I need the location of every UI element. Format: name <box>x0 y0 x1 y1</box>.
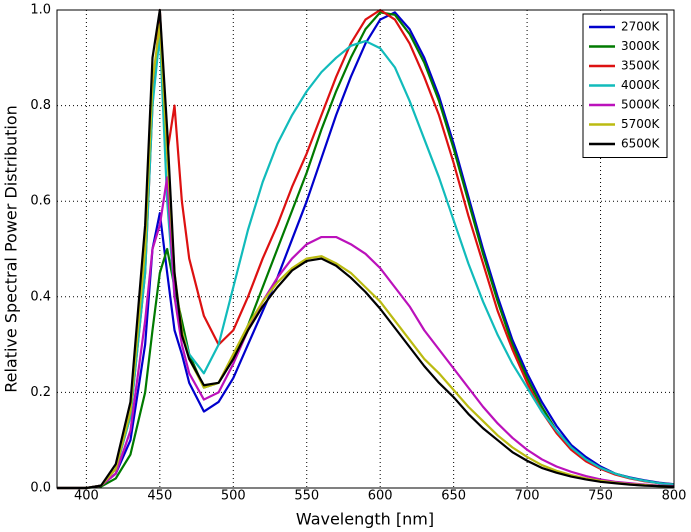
x-tick-label: 700 <box>515 489 540 504</box>
data-line <box>57 23 675 490</box>
data-line <box>57 8 675 490</box>
data-line <box>57 32 675 490</box>
legend-label: 4000K <box>621 78 661 92</box>
data-line <box>57 8 675 490</box>
y-tick-label: 0.8 <box>30 98 51 113</box>
data-line <box>57 11 675 490</box>
x-tick-label: 650 <box>441 489 466 504</box>
y-tick-label: 0.2 <box>30 385 51 400</box>
legend-label: 5000K <box>621 98 661 112</box>
x-tick-label: 400 <box>74 489 99 504</box>
x-tick-label: 750 <box>588 489 613 504</box>
x-tick-label: 450 <box>147 489 172 504</box>
x-axis-label: Wavelength [nm] <box>296 510 434 529</box>
y-tick-label: 1.0 <box>30 3 51 18</box>
x-tick-label: 600 <box>368 489 393 504</box>
data-line <box>57 176 675 490</box>
x-tick-label: 500 <box>221 489 246 504</box>
legend-label: 3000K <box>621 39 661 53</box>
legend-label: 3500K <box>621 59 661 73</box>
legend-label: 2700K <box>621 20 661 34</box>
x-tick-label: 550 <box>294 489 319 504</box>
y-tick-label: 0.0 <box>30 481 51 496</box>
data-line <box>57 11 675 490</box>
y-axis-label: Relative Spectral Power Distribution <box>2 105 21 393</box>
plot-frame <box>56 9 675 489</box>
y-tick-label: 0.6 <box>30 194 51 209</box>
x-tick-label: 800 <box>662 489 687 504</box>
legend-label: 5700K <box>621 117 661 131</box>
legend-label: 6500K <box>621 137 661 151</box>
y-tick-label: 0.4 <box>30 289 51 304</box>
